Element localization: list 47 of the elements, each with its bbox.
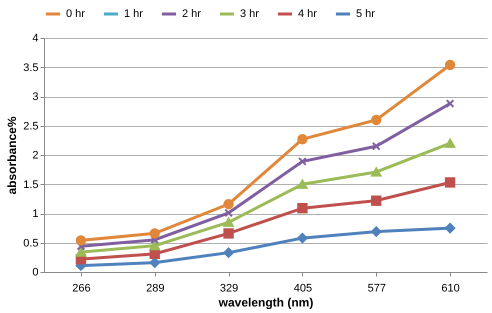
point — [223, 198, 234, 210]
legend-label: 5 hr — [356, 8, 376, 20]
point — [371, 114, 382, 126]
point — [223, 218, 234, 227]
point — [371, 167, 382, 177]
legend-label: 0 hr — [66, 8, 86, 20]
y-tick-label: 4 — [32, 32, 38, 44]
point — [371, 226, 382, 237]
point — [223, 248, 234, 258]
point — [446, 99, 454, 108]
y-tick-label: 3 — [32, 91, 38, 103]
x-tick-label: 405 — [294, 282, 312, 294]
point — [150, 241, 160, 250]
point — [297, 134, 308, 144]
point — [372, 142, 381, 151]
point — [444, 222, 456, 234]
x-tick-label: 329 — [220, 282, 238, 294]
legend-label: 2 hr — [182, 8, 202, 20]
point — [224, 208, 233, 218]
point — [297, 180, 308, 189]
legend-label: 1 hr — [124, 8, 144, 20]
y-tick-label: 1.5 — [23, 178, 38, 191]
point — [297, 203, 308, 214]
point — [371, 195, 382, 206]
point — [444, 138, 456, 148]
x-tick-label: 577 — [368, 282, 386, 294]
legend-label: 3 hr — [240, 8, 260, 20]
y-tick-label: 0.5 — [23, 237, 38, 250]
y-tick-label: 1 — [32, 208, 38, 220]
point — [444, 177, 456, 188]
point — [297, 232, 308, 244]
y-tick-label: 3.5 — [23, 62, 38, 74]
y-tick-label: 2 — [32, 150, 38, 162]
point — [150, 228, 160, 239]
point — [298, 157, 307, 166]
point — [223, 228, 234, 239]
x-axis-title: wavelength (nm) — [218, 296, 314, 310]
x-tick-label: 610 — [441, 282, 460, 294]
y-tick-label: 0 — [32, 266, 38, 278]
point — [76, 247, 86, 257]
x-tick-label: 289 — [146, 282, 164, 294]
point — [444, 60, 456, 70]
point — [76, 235, 86, 246]
y-axis-title: absorbance% — [5, 116, 20, 195]
y-tick-label: 2.5 — [23, 120, 38, 132]
x-tick-label: 266 — [72, 282, 91, 294]
legend-label: 4 hr — [298, 8, 318, 20]
